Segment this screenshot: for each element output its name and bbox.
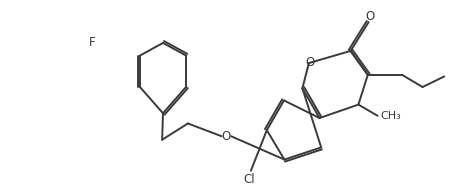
Text: O: O bbox=[222, 130, 231, 143]
Text: Cl: Cl bbox=[243, 173, 255, 186]
Text: O: O bbox=[305, 56, 315, 69]
Text: F: F bbox=[89, 36, 96, 50]
Text: CH₃: CH₃ bbox=[380, 111, 401, 121]
Text: O: O bbox=[365, 10, 374, 23]
